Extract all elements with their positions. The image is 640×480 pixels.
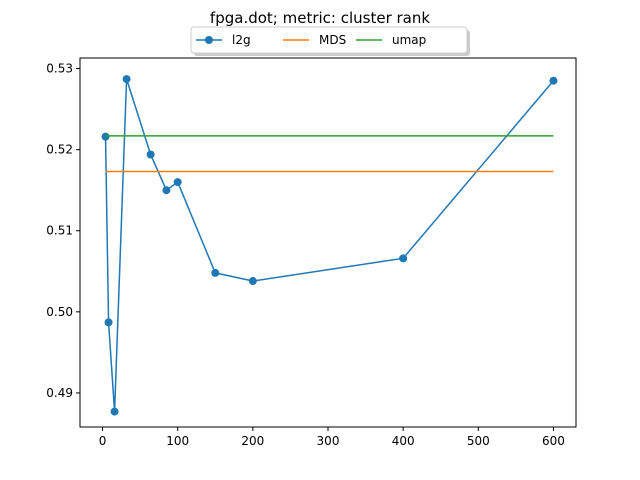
legend-label-mds: MDS: [319, 33, 346, 47]
data-point-l2g: [104, 318, 113, 327]
y-tick-label: 0.52: [46, 143, 73, 157]
series-layer: [101, 75, 558, 416]
x-tick-label: 300: [317, 434, 340, 448]
data-point-l2g: [211, 268, 220, 277]
data-point-l2g: [173, 178, 182, 187]
data-point-l2g: [549, 76, 558, 85]
x-tick-label: 100: [166, 434, 189, 448]
x-tick-label: 200: [241, 434, 264, 448]
data-point-l2g: [122, 75, 131, 84]
series-line-l2g: [104, 78, 555, 413]
legend-label-umap: umap: [392, 33, 426, 47]
chart-title: fpga.dot; metric: cluster rank: [210, 9, 430, 27]
plot-area: [79, 57, 577, 428]
data-point-l2g: [399, 254, 408, 263]
y-axis: 0.49 0.50 0.51 0.52 0.53: [46, 62, 80, 400]
x-tick-label: 500: [467, 434, 490, 448]
x-tick-label: 0: [99, 434, 107, 448]
x-tick-label: 400: [392, 434, 415, 448]
y-tick-label: 0.50: [46, 305, 73, 319]
data-point-l2g: [162, 186, 171, 195]
x-axis: 0 100 200 300 400 500 600: [99, 427, 565, 448]
legend-label-l2g: l2g: [232, 33, 251, 47]
data-point-l2g: [146, 150, 155, 159]
y-tick-label: 0.49: [46, 386, 73, 400]
data-point-l2g: [248, 277, 257, 286]
legend-box: [190, 26, 468, 54]
x-tick-label: 600: [542, 434, 565, 448]
y-tick-label: 0.53: [46, 62, 73, 76]
legend-marker-l2g: [205, 36, 213, 44]
data-point-l2g: [110, 407, 119, 416]
legend: l2g MDS umap: [190, 26, 470, 56]
y-tick-label: 0.51: [46, 224, 73, 238]
data-point-l2g: [101, 132, 110, 141]
